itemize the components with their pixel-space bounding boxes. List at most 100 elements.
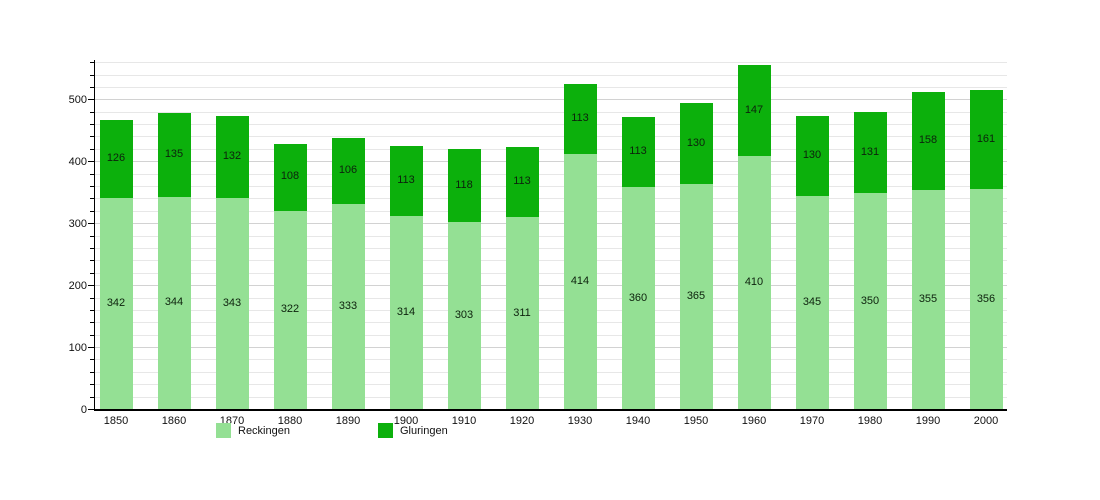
x-tick-label: 2000: [973, 415, 999, 427]
legend-swatch-gluringen: [378, 423, 393, 438]
bar-segment-reckingen: [621, 187, 655, 410]
y-tick-minor: [90, 322, 94, 324]
y-tick-minor: [90, 359, 94, 361]
bar-value-reckingen: 303: [454, 309, 474, 322]
bar-value-gluringen: 132: [222, 149, 242, 162]
y-tick-major: [88, 223, 94, 225]
y-tick-minor: [90, 198, 94, 200]
y-tick-major: [88, 409, 94, 410]
y-tick-minor: [90, 247, 94, 249]
bar-value-reckingen: 365: [686, 289, 706, 302]
x-tick-label: 1900: [393, 415, 419, 427]
y-tick-minor: [90, 62, 94, 64]
bar-segment-gluringen: [273, 143, 307, 211]
legend-label-gluringen: Gluringen: [400, 424, 448, 437]
x-tick-label: 1960: [741, 415, 767, 427]
gridline-minor: [95, 111, 1007, 113]
gridline-minor: [95, 198, 1007, 200]
bar-segment-gluringen: [621, 117, 655, 187]
x-tick-label: 1980: [857, 415, 883, 427]
y-tick-minor: [90, 309, 94, 311]
bar-segment-reckingen: [969, 189, 1003, 410]
y-tick-label: 100: [68, 342, 87, 355]
gridline-minor: [95, 371, 1007, 373]
legend-item-gluringen: Gluringen: [378, 423, 448, 438]
y-tick-label: 300: [68, 218, 87, 231]
y-tick-minor: [90, 297, 94, 299]
y-tick-minor: [90, 74, 94, 76]
bar-segment-gluringen: [563, 83, 597, 154]
bar-value-gluringen: 135: [164, 148, 184, 161]
gridline-minor: [95, 359, 1007, 361]
gridline-minor: [95, 62, 1007, 64]
gridline-minor: [95, 186, 1007, 187]
y-tick-minor: [90, 396, 94, 398]
gridline-minor: [95, 124, 1007, 126]
gridline-minor: [95, 322, 1007, 324]
y-axis: [94, 60, 95, 411]
bar-segment-gluringen: [505, 147, 539, 218]
bar-value-reckingen: 414: [570, 274, 590, 287]
x-tick-label: 1990: [915, 415, 941, 427]
legend-swatch-reckingen: [216, 423, 231, 438]
bar-value-gluringen: 113: [629, 145, 647, 157]
bar-value-gluringen: 161: [976, 132, 996, 145]
bar-segment-gluringen: [853, 112, 887, 194]
x-tick-label: 1920: [509, 415, 535, 427]
y-tick-minor: [90, 210, 94, 212]
bar-value-gluringen: 126: [106, 152, 126, 165]
x-axis: [94, 409, 1007, 411]
bar-value-gluringen: 118: [455, 178, 473, 191]
bar-value-gluringen: 158: [918, 134, 938, 147]
bar-segment-reckingen: [737, 156, 771, 410]
gridline-major: [95, 223, 1007, 225]
y-tick-minor: [90, 111, 94, 113]
bar-segment-reckingen: [273, 210, 307, 410]
gridline-minor: [95, 210, 1007, 212]
bar-value-gluringen: 106: [338, 163, 358, 176]
bar-segment-reckingen: [679, 183, 713, 410]
x-tick-label: 1940: [625, 415, 651, 427]
gridline-minor: [95, 74, 1007, 76]
y-tick-minor: [90, 235, 94, 237]
x-tick-label: 1930: [567, 415, 593, 427]
legend: Reckingen Gluringen: [0, 423, 1100, 443]
bar-segment-reckingen: [563, 153, 597, 410]
bar-segment-reckingen: [795, 196, 829, 410]
y-tick-minor: [90, 334, 94, 336]
bar-segment-reckingen: [215, 197, 249, 410]
bar-value-reckingen: 333: [338, 299, 358, 312]
bar-segment-gluringen: [795, 115, 829, 197]
bar-segment-reckingen: [157, 196, 191, 410]
y-tick-major: [88, 285, 94, 287]
bar-segment-gluringen: [447, 149, 481, 223]
y-tick-major: [88, 99, 94, 101]
x-tick-label: 1910: [451, 415, 477, 427]
bar-value-reckingen: 342: [106, 297, 126, 310]
y-tick-minor: [90, 124, 94, 126]
bar-segment-gluringen: [911, 92, 945, 191]
x-tick-label: 1890: [335, 415, 361, 427]
bar-segment-reckingen: [505, 217, 539, 410]
bar-value-reckingen: 356: [976, 292, 996, 305]
bar-value-reckingen: 311: [513, 306, 531, 319]
bar-value-reckingen: 355: [918, 293, 938, 306]
gridline-major: [95, 99, 1007, 101]
y-tick-label: 200: [68, 280, 87, 293]
bar-segment-reckingen: [331, 203, 365, 410]
y-tick-minor: [90, 272, 94, 274]
bar-value-gluringen: 113: [397, 173, 415, 186]
x-tick-label: 1880: [277, 415, 303, 427]
bar-segment-gluringen: [331, 138, 365, 204]
bar-segment-gluringen: [389, 145, 423, 216]
y-tick-label: 500: [68, 94, 87, 107]
y-tick-minor: [90, 86, 94, 88]
y-tick-minor: [90, 384, 94, 386]
gridline-minor: [95, 334, 1007, 336]
bar-segment-reckingen: [99, 198, 133, 410]
bar-value-reckingen: 322: [280, 303, 300, 316]
bar-segment-gluringen: [969, 89, 1003, 190]
gridline-minor: [95, 272, 1007, 274]
bar-value-gluringen: 130: [686, 136, 706, 149]
